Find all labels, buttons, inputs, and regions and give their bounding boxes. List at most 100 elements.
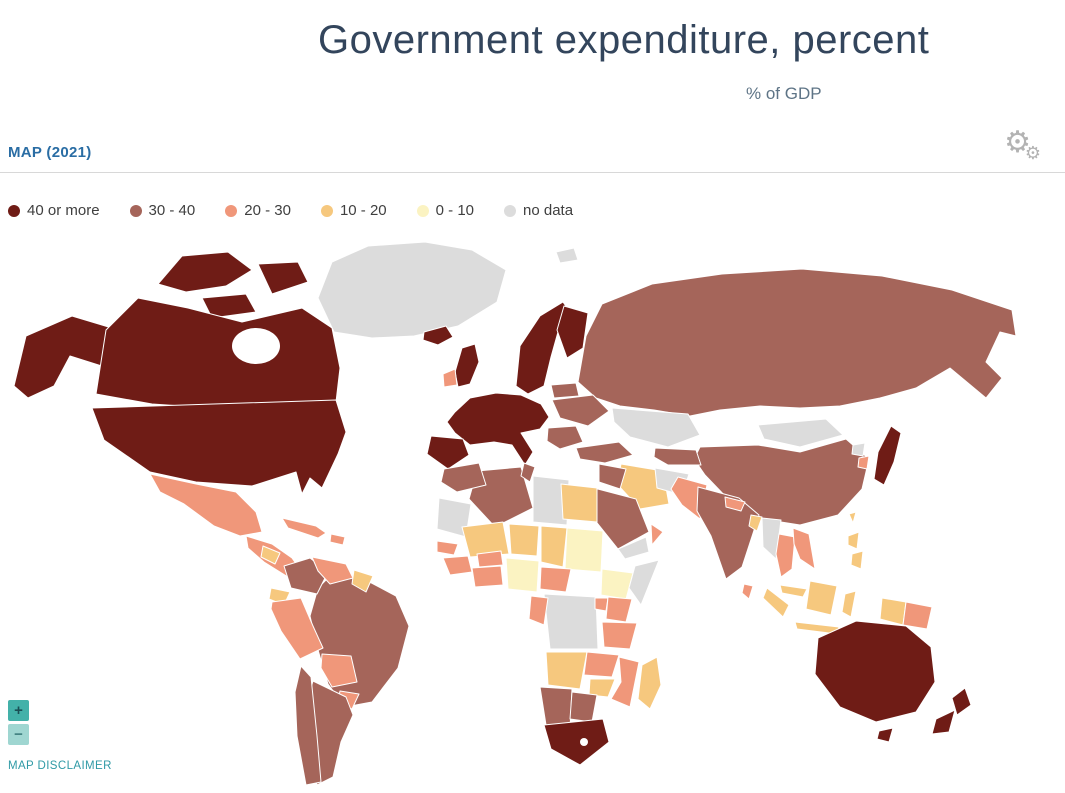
region-ethiopia[interactable] xyxy=(600,568,634,600)
region-guianas[interactable] xyxy=(351,569,374,593)
plus-icon: + xyxy=(14,702,23,719)
region-finland[interactable] xyxy=(556,305,589,359)
settings-button[interactable]: ⚙ ⚙ xyxy=(995,126,1041,168)
zoom-in-button[interactable]: + xyxy=(8,700,29,721)
region-mexico[interactable] xyxy=(149,473,263,537)
region-somalia[interactable] xyxy=(628,559,660,606)
hudson-bay xyxy=(232,328,280,364)
region-sudan[interactable] xyxy=(564,527,604,573)
legend-item-10-20: 10 - 20 xyxy=(320,202,387,219)
region-mali[interactable] xyxy=(461,521,510,558)
region-niger[interactable] xyxy=(508,523,540,557)
region-oman[interactable] xyxy=(650,523,664,546)
region-chad[interactable] xyxy=(540,525,568,568)
region-bolivia[interactable] xyxy=(320,653,358,688)
region-cote-divoire-ghana[interactable] xyxy=(471,565,504,588)
region-north-korea[interactable] xyxy=(851,442,866,457)
world-choropleth-map[interactable] xyxy=(0,236,1065,788)
region-madagascar[interactable] xyxy=(637,656,662,710)
region-cameroon-car[interactable] xyxy=(539,566,572,593)
region-chile[interactable] xyxy=(294,665,322,786)
legend-label: 30 - 40 xyxy=(148,202,196,219)
region-thailand[interactable] xyxy=(775,533,796,578)
region-vietnam-laos[interactable] xyxy=(792,527,816,570)
region-philippines[interactable] xyxy=(847,531,860,550)
region-south-africa[interactable] xyxy=(543,718,610,766)
region-romania-balkans[interactable] xyxy=(546,425,584,450)
region-philippines[interactable] xyxy=(850,550,864,570)
region-honduras-nicaragua[interactable] xyxy=(260,545,281,565)
region-congo-gabon[interactable] xyxy=(528,595,549,626)
region-zimbabwe[interactable] xyxy=(588,678,616,698)
region-burkina-faso[interactable] xyxy=(476,550,504,568)
region-sulawesi[interactable] xyxy=(841,590,857,618)
region-taiwan[interactable] xyxy=(848,511,857,524)
region-egypt[interactable] xyxy=(560,483,598,523)
region-australia[interactable] xyxy=(814,620,936,723)
region-turkey[interactable] xyxy=(575,441,634,464)
region-yemen[interactable] xyxy=(617,536,650,560)
region-canadian-arctic[interactable] xyxy=(257,261,309,295)
region-hispaniola[interactable] xyxy=(329,533,346,546)
region-guinea[interactable] xyxy=(442,555,473,576)
minus-icon: − xyxy=(14,726,23,743)
region-united-kingdom[interactable] xyxy=(454,343,480,388)
region-russia[interactable] xyxy=(577,268,1017,417)
region-angola[interactable] xyxy=(545,651,588,690)
region-uganda[interactable] xyxy=(594,597,609,612)
region-malaysia[interactable] xyxy=(779,584,808,598)
region-senegal[interactable] xyxy=(436,540,459,556)
region-myanmar[interactable] xyxy=(761,517,782,560)
region-papua-new-guinea[interactable] xyxy=(902,601,933,630)
region-mongolia[interactable] xyxy=(757,418,844,448)
legend-label: no data xyxy=(523,202,574,219)
region-libya[interactable] xyxy=(532,475,570,526)
region-cuba[interactable] xyxy=(281,517,327,539)
region-zambia[interactable] xyxy=(583,651,620,678)
region-canadian-arctic[interactable] xyxy=(201,293,257,319)
region-iberia[interactable] xyxy=(426,435,470,470)
region-bangladesh[interactable] xyxy=(748,514,763,532)
region-nepal[interactable] xyxy=(724,496,746,512)
region-svalbard[interactable] xyxy=(555,247,579,264)
region-kenya[interactable] xyxy=(605,596,633,623)
header-divider xyxy=(0,172,1065,173)
map-disclaimer-link[interactable]: MAP DISCLAIMER xyxy=(8,760,112,772)
region-tasmania[interactable] xyxy=(876,727,894,743)
region-ukraine[interactable] xyxy=(551,394,610,427)
region-sri-lanka[interactable] xyxy=(741,583,754,600)
legend-dot-20-30 xyxy=(225,204,238,217)
region-south-korea[interactable] xyxy=(857,455,870,470)
region-kazakhstan[interactable] xyxy=(611,407,701,448)
region-belarus[interactable] xyxy=(550,382,580,399)
region-new-zealand[interactable] xyxy=(951,687,972,716)
region-ireland[interactable] xyxy=(442,368,458,388)
region-tanzania[interactable] xyxy=(601,621,638,650)
region-peru[interactable] xyxy=(270,597,324,660)
region-drc[interactable] xyxy=(543,593,599,650)
legend-item-0-10: 0 - 10 xyxy=(416,202,474,219)
zoom-out-button[interactable]: − xyxy=(8,724,29,745)
region-central-asia[interactable] xyxy=(653,447,702,466)
region-canadian-arctic[interactable] xyxy=(157,251,253,293)
region-west-papua[interactable] xyxy=(879,597,907,626)
region-greenland[interactable] xyxy=(317,241,507,339)
region-usa[interactable] xyxy=(91,399,347,495)
region-nigeria[interactable] xyxy=(505,557,540,593)
legend-label: 20 - 30 xyxy=(244,202,291,219)
region-mozambique[interactable] xyxy=(610,656,640,708)
region-iraq[interactable] xyxy=(598,463,627,490)
region-venezuela[interactable] xyxy=(311,556,354,585)
region-sumatra[interactable] xyxy=(762,587,790,618)
legend-dot-0-10 xyxy=(416,204,429,217)
region-tunisia[interactable] xyxy=(520,462,536,483)
legend-item-40-plus: 40 or more xyxy=(8,202,100,219)
region-iceland[interactable] xyxy=(422,325,454,346)
region-botswana[interactable] xyxy=(569,691,598,723)
region-borneo[interactable] xyxy=(805,580,838,616)
region-morocco[interactable] xyxy=(440,462,487,493)
zoom-controls: + − xyxy=(8,700,29,745)
region-japan[interactable] xyxy=(873,425,902,486)
region-new-zealand[interactable] xyxy=(931,709,956,735)
